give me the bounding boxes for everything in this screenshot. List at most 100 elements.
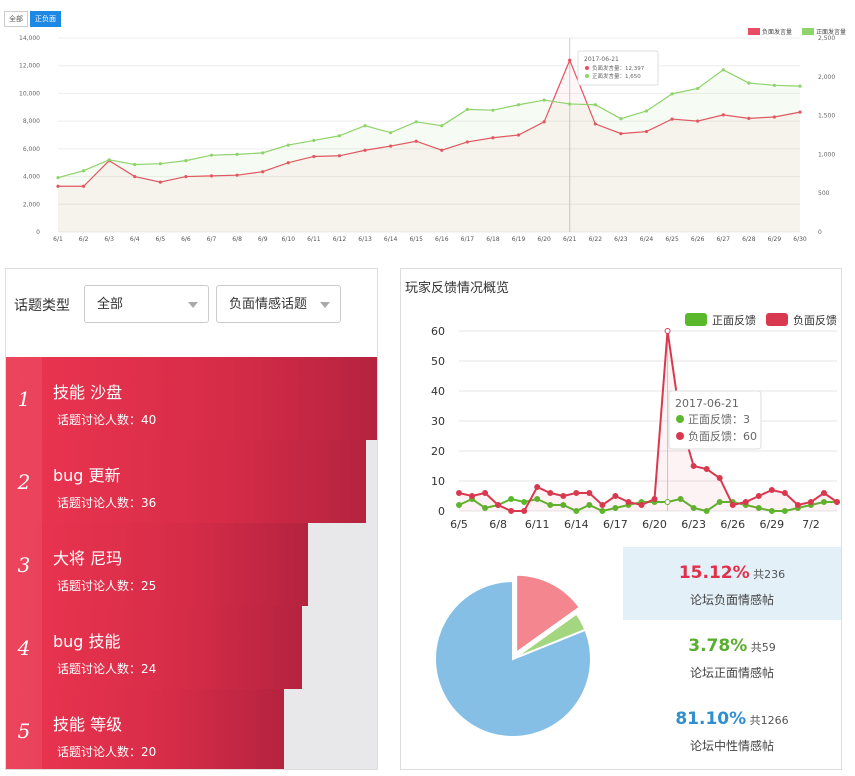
data-point xyxy=(363,148,367,152)
topic-row[interactable]: 3 大将 尼玛话题讨论人数：25 xyxy=(6,523,308,606)
data-point xyxy=(81,184,86,188)
chevron-down-icon xyxy=(188,302,198,308)
legend-pos: 正面反馈 xyxy=(712,314,756,327)
y-tick-left: 8,000 xyxy=(23,118,40,125)
tooltip-box xyxy=(668,390,762,450)
data-point xyxy=(781,490,788,496)
data-point xyxy=(644,129,649,134)
x-tick: 6/20 xyxy=(642,518,667,531)
data-point xyxy=(820,490,827,496)
topic-row[interactable]: 4 bug 技能 话题讨论人数：24 xyxy=(6,606,302,689)
y-tick: 40 xyxy=(431,385,445,398)
y-tick-right: 1,000 xyxy=(818,151,835,158)
topic-row[interactable]: 1 技能 沙盘 话题讨论人数：40 xyxy=(6,357,377,440)
data-point xyxy=(495,502,502,508)
data-point xyxy=(644,109,649,113)
sentiment-pie-chart xyxy=(434,573,592,738)
data-point xyxy=(158,180,162,184)
topic-type-label: 话题类型 xyxy=(14,298,70,314)
topic-scope-select[interactable]: 全部 xyxy=(84,285,209,323)
panel-title: 玩家反馈情况概览 xyxy=(405,281,510,296)
topic-row[interactable]: 5 技能 等级 话题讨论人数：20 xyxy=(6,689,284,769)
x-tick: 6/11 xyxy=(307,236,321,243)
data-point xyxy=(772,115,777,119)
data-point xyxy=(747,116,751,120)
stat-percent: 81.10% 共1266 xyxy=(623,709,841,729)
topic-rank: 1 xyxy=(6,357,42,440)
x-tick: 6/5 xyxy=(450,518,468,531)
legend-swatch-pos xyxy=(802,28,814,35)
data-point xyxy=(593,122,597,126)
sentiment-select[interactable]: 负面情感话题 xyxy=(216,285,341,323)
topic-count: 话题讨论人数：25 xyxy=(57,579,157,593)
data-point xyxy=(690,463,697,469)
data-point xyxy=(521,508,528,514)
x-tick: 6/18 xyxy=(486,236,500,243)
x-tick: 6/23 xyxy=(614,236,628,243)
tooltip-pos: 正面发言量：1,650 xyxy=(592,72,641,80)
data-point xyxy=(573,508,580,514)
x-tick: 6/9 xyxy=(258,236,268,243)
data-point xyxy=(516,103,521,107)
data-point xyxy=(209,153,214,157)
data-point xyxy=(772,83,777,87)
sentiment-stat: 15.12% 共236 论坛负面情感帖 xyxy=(623,547,841,620)
data-point xyxy=(807,499,814,505)
x-tick: 6/24 xyxy=(640,236,654,243)
x-tick: 6/20 xyxy=(537,236,551,243)
data-point xyxy=(664,328,671,334)
data-point xyxy=(337,134,342,138)
data-point xyxy=(337,154,342,158)
y-tick: 50 xyxy=(431,355,445,368)
data-point xyxy=(235,173,239,177)
topic-row[interactable]: 2 bug 更新 话题讨论人数：36 xyxy=(6,440,366,523)
topic-rank: 3 xyxy=(6,523,42,606)
x-tick: 6/12 xyxy=(333,236,347,243)
data-point xyxy=(638,502,645,508)
x-tick: 6/16 xyxy=(435,236,449,243)
sentiment-stat: 3.78% 共59 论坛正面情感帖 xyxy=(623,620,841,693)
x-tick: 6/29 xyxy=(759,518,784,531)
data-point xyxy=(456,490,462,496)
data-point xyxy=(235,152,239,156)
data-point xyxy=(482,490,489,496)
data-point xyxy=(414,120,418,124)
data-point xyxy=(747,81,751,85)
x-tick: 6/30 xyxy=(793,236,807,243)
data-point xyxy=(599,508,606,514)
speech-volume-chart: 0 2,000 4,000 6,000 8,000 10,000 12,000 14,000 0… xyxy=(19,28,846,243)
data-point xyxy=(560,502,567,508)
topic-title: 大将 尼玛 xyxy=(53,549,123,568)
x-tick: 6/28 xyxy=(742,236,756,243)
data-point xyxy=(794,502,801,508)
data-point xyxy=(469,493,476,499)
data-point xyxy=(798,84,802,88)
data-point xyxy=(560,493,567,499)
stat-label: 论坛正面情感帖 xyxy=(689,666,774,680)
legend-swatch-neg xyxy=(748,28,760,35)
tab-all[interactable]: 全部 xyxy=(4,11,28,27)
data-point xyxy=(286,143,290,147)
data-point xyxy=(696,86,700,91)
x-tick: 6/14 xyxy=(384,236,398,243)
tooltip-date: 2017-06-21 xyxy=(584,56,619,63)
topic-title: 技能 沙盘 xyxy=(53,383,123,402)
legend-swatch-neg xyxy=(766,313,788,326)
x-tick: 6/6 xyxy=(181,236,191,243)
data-point xyxy=(834,499,840,505)
data-point xyxy=(158,162,162,166)
data-point xyxy=(491,136,495,140)
x-tick: 6/1 xyxy=(53,236,63,243)
data-point xyxy=(389,144,393,148)
data-point xyxy=(363,124,367,128)
data-point xyxy=(547,502,554,508)
data-point xyxy=(677,496,684,502)
topic-title: bug 技能 xyxy=(53,632,121,651)
x-tick: 6/10 xyxy=(282,236,296,243)
data-point xyxy=(184,159,188,163)
data-point xyxy=(312,154,316,159)
tooltip-dot-pos xyxy=(676,415,684,423)
tab-positive-negative[interactable]: 正负面 xyxy=(30,11,61,27)
x-tick: 7/2 xyxy=(802,518,820,531)
stat-label: 论坛负面情感帖 xyxy=(689,593,774,607)
